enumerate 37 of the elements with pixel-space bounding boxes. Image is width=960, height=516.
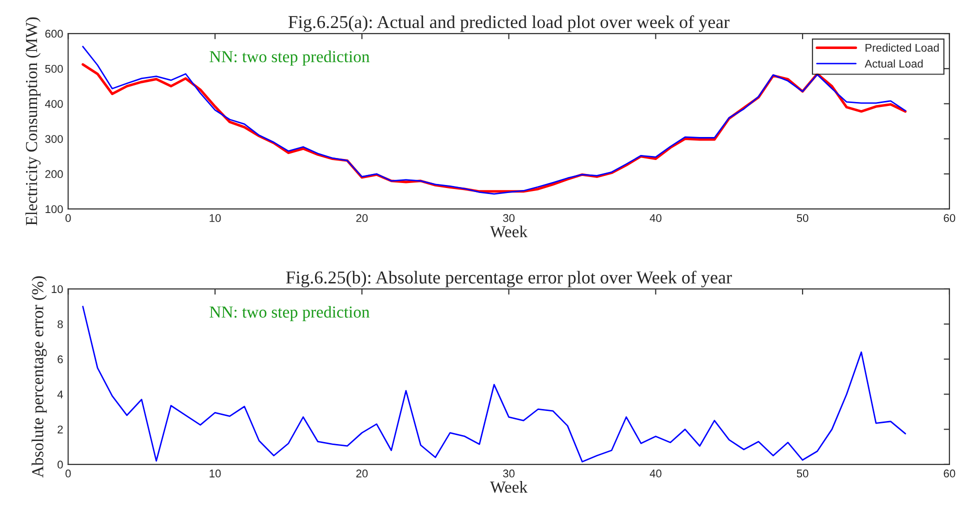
x-tick-label: 10 [210, 470, 221, 478]
y-axis-title: Electricity Consumption (MW) [25, 17, 41, 226]
x-tick-label: 40 [650, 214, 662, 222]
x-tick-label: 30 [503, 214, 515, 222]
legend-label: Predicted Load [866, 44, 939, 52]
y-tick-label: 0 [58, 460, 63, 469]
chart-title: Fig.6.25(a): Actual and predicted load plot over week of year [288, 15, 730, 32]
line-series [82, 306, 906, 462]
x-tick-label: 0 [66, 214, 71, 222]
y-tick-label: 500 [45, 64, 63, 73]
chart-title: Fig.6.25(b): Absolute percentage error plot over Week of year [286, 270, 732, 288]
legend-label: Actual Load [864, 59, 923, 68]
x-tick-label: 20 [356, 470, 368, 478]
x-tick-label: 20 [356, 214, 368, 222]
annotation: NN: two step prediction [210, 50, 370, 66]
y-tick-label: 2 [58, 426, 63, 434]
y-tick-label: 300 [45, 135, 63, 143]
y-tick-label: 4 [57, 390, 63, 398]
x-tick-label: 40 [650, 470, 662, 478]
x-tick-label: 50 [796, 214, 808, 222]
x-tick-label: 60 [944, 470, 956, 478]
y-tick-label: 100 [46, 205, 63, 214]
y-axis-title: Absolute percentage error (%) [32, 276, 47, 478]
x-tick-label: 50 [796, 470, 808, 478]
x-tick-label: 10 [210, 214, 221, 222]
y-tick-label: 8 [58, 320, 63, 328]
y-tick-label: 400 [45, 100, 63, 108]
x-tick-label: 60 [944, 214, 956, 222]
x-axis-title: Week [490, 226, 528, 238]
y-tick-label: 10 [52, 285, 63, 294]
y-tick-label: 200 [45, 170, 63, 178]
annotation: NN: two step prediction [210, 306, 370, 322]
x-axis-title: Week [490, 481, 528, 493]
x-tick-label: 30 [503, 470, 515, 478]
y-tick-label: 6 [58, 355, 63, 364]
y-tick-label: 600 [45, 30, 63, 38]
x-tick-label: 0 [66, 470, 71, 478]
